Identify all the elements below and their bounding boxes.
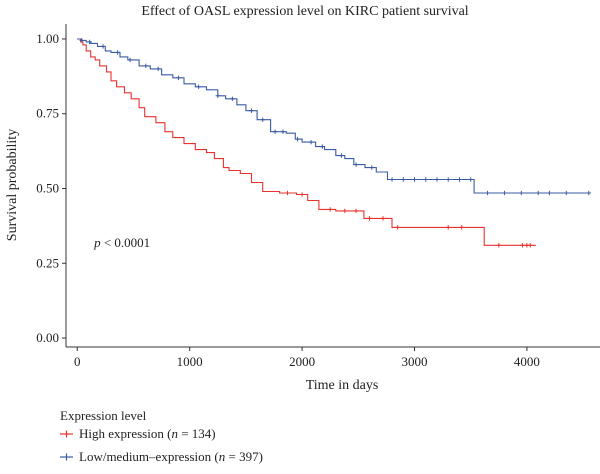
legend-item: Low/medium–expression (n = 397): [60, 449, 263, 464]
axes: 0.00 0.25 0.50 0.75 1.00 0 1000 2000 3000 4000: [36, 24, 600, 369]
series-high-expression: [77, 38, 536, 248]
legend-item-label: Low/medium–expression (n = 397): [79, 449, 263, 464]
y-tick-label: 0.75: [36, 106, 59, 121]
chart-title: Effect of OASL expression level on KIRC …: [141, 4, 468, 19]
x-axis-label: Time in days: [306, 378, 379, 393]
y-axis-label: Survival probability: [5, 129, 20, 241]
x-tick-label: 2000: [289, 354, 315, 369]
legend: Expression level High expression (n = 13…: [60, 408, 263, 464]
p-value-annotation: p < 0.0001: [93, 235, 150, 250]
x-tick-label: 0: [74, 354, 81, 369]
legend-item-label: High expression (n = 134): [79, 426, 216, 441]
x-tick-label: 4000: [514, 354, 540, 369]
y-tick-label: 1.00: [36, 31, 59, 46]
survival-curve-line: [77, 38, 589, 194]
legend-title: Expression level: [60, 408, 147, 423]
survival-curve-line: [77, 38, 536, 246]
x-tick-label: 1000: [177, 354, 203, 369]
survival-curves: [77, 38, 591, 248]
y-tick-label: 0.50: [36, 180, 59, 195]
y-tick-label: 0.00: [36, 330, 59, 345]
x-tick-label: 3000: [402, 354, 428, 369]
series-low-medium-expression: [77, 38, 591, 196]
y-tick-label: 0.25: [36, 255, 59, 270]
legend-item: High expression (n = 134): [60, 426, 216, 441]
